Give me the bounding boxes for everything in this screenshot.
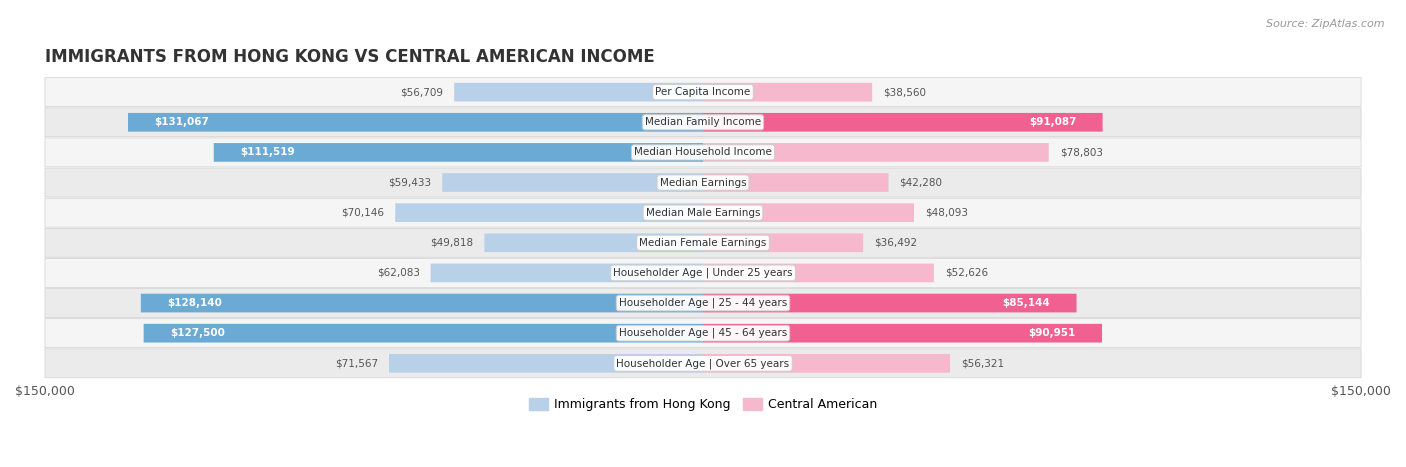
FancyBboxPatch shape xyxy=(703,354,950,373)
Text: $128,140: $128,140 xyxy=(167,298,222,308)
Text: $42,280: $42,280 xyxy=(900,177,942,188)
FancyBboxPatch shape xyxy=(443,173,703,192)
FancyBboxPatch shape xyxy=(45,258,1361,287)
Text: Median Female Earnings: Median Female Earnings xyxy=(640,238,766,248)
Text: $131,067: $131,067 xyxy=(155,117,209,127)
FancyBboxPatch shape xyxy=(703,83,872,101)
Text: $90,951: $90,951 xyxy=(1028,328,1076,338)
FancyBboxPatch shape xyxy=(141,294,703,312)
FancyBboxPatch shape xyxy=(214,143,703,162)
Text: $49,818: $49,818 xyxy=(430,238,474,248)
Text: $62,083: $62,083 xyxy=(377,268,419,278)
FancyBboxPatch shape xyxy=(485,234,703,252)
FancyBboxPatch shape xyxy=(45,349,1361,378)
Text: $36,492: $36,492 xyxy=(875,238,917,248)
FancyBboxPatch shape xyxy=(45,168,1361,197)
Text: $52,626: $52,626 xyxy=(945,268,988,278)
Text: $70,146: $70,146 xyxy=(342,208,384,218)
FancyBboxPatch shape xyxy=(454,83,703,101)
Text: $111,519: $111,519 xyxy=(240,148,295,157)
Text: Householder Age | 25 - 44 years: Householder Age | 25 - 44 years xyxy=(619,298,787,308)
Text: Householder Age | Under 25 years: Householder Age | Under 25 years xyxy=(613,268,793,278)
FancyBboxPatch shape xyxy=(389,354,703,373)
FancyBboxPatch shape xyxy=(143,324,703,342)
FancyBboxPatch shape xyxy=(703,263,934,282)
FancyBboxPatch shape xyxy=(703,143,1049,162)
Text: $38,560: $38,560 xyxy=(883,87,927,97)
Text: $85,144: $85,144 xyxy=(1002,298,1050,308)
Text: $127,500: $127,500 xyxy=(170,328,225,338)
Text: Per Capita Income: Per Capita Income xyxy=(655,87,751,97)
Text: Median Earnings: Median Earnings xyxy=(659,177,747,188)
Text: $56,709: $56,709 xyxy=(401,87,443,97)
Text: Median Household Income: Median Household Income xyxy=(634,148,772,157)
FancyBboxPatch shape xyxy=(703,324,1102,342)
Text: $56,321: $56,321 xyxy=(962,358,1004,368)
FancyBboxPatch shape xyxy=(703,234,863,252)
FancyBboxPatch shape xyxy=(45,198,1361,227)
FancyBboxPatch shape xyxy=(703,203,914,222)
Text: Householder Age | 45 - 64 years: Householder Age | 45 - 64 years xyxy=(619,328,787,339)
Text: $71,567: $71,567 xyxy=(335,358,378,368)
Text: Householder Age | Over 65 years: Householder Age | Over 65 years xyxy=(616,358,790,368)
Text: $78,803: $78,803 xyxy=(1060,148,1102,157)
Text: Source: ZipAtlas.com: Source: ZipAtlas.com xyxy=(1267,19,1385,28)
Text: $59,433: $59,433 xyxy=(388,177,432,188)
FancyBboxPatch shape xyxy=(45,78,1361,106)
FancyBboxPatch shape xyxy=(703,173,889,192)
FancyBboxPatch shape xyxy=(45,228,1361,257)
Text: $91,087: $91,087 xyxy=(1029,117,1076,127)
Text: $48,093: $48,093 xyxy=(925,208,967,218)
Text: Median Male Earnings: Median Male Earnings xyxy=(645,208,761,218)
Text: Median Family Income: Median Family Income xyxy=(645,117,761,127)
FancyBboxPatch shape xyxy=(128,113,703,132)
FancyBboxPatch shape xyxy=(45,138,1361,167)
FancyBboxPatch shape xyxy=(703,294,1077,312)
FancyBboxPatch shape xyxy=(703,113,1102,132)
FancyBboxPatch shape xyxy=(395,203,703,222)
FancyBboxPatch shape xyxy=(430,263,703,282)
Text: IMMIGRANTS FROM HONG KONG VS CENTRAL AMERICAN INCOME: IMMIGRANTS FROM HONG KONG VS CENTRAL AME… xyxy=(45,48,655,66)
FancyBboxPatch shape xyxy=(45,289,1361,318)
FancyBboxPatch shape xyxy=(45,318,1361,347)
Legend: Immigrants from Hong Kong, Central American: Immigrants from Hong Kong, Central Ameri… xyxy=(524,393,882,416)
FancyBboxPatch shape xyxy=(45,108,1361,137)
